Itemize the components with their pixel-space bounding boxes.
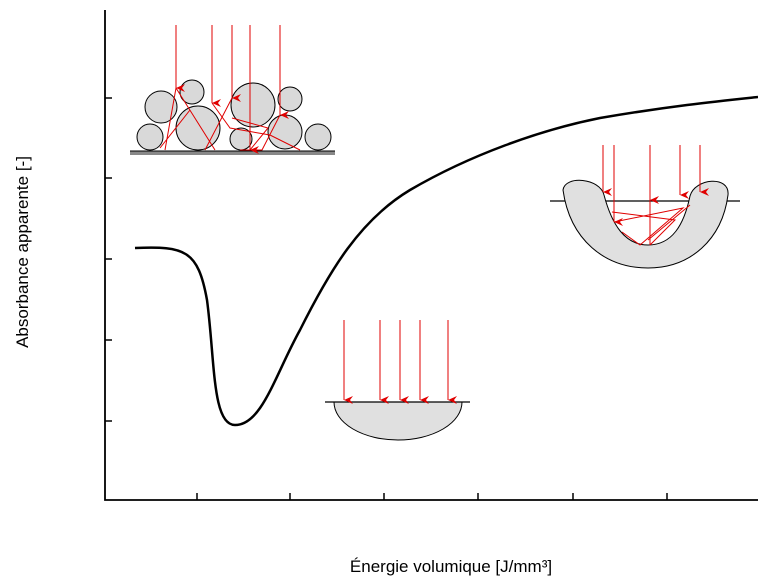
keyhole-inset <box>550 145 740 269</box>
absorbance-curve <box>134 95 758 427</box>
y-ticks <box>105 97 112 422</box>
x-ticks <box>196 493 668 500</box>
y-axis-label: Absorbance apparente [-] <box>13 156 32 348</box>
melt-pool-inset <box>325 320 470 441</box>
powder-bed-inset <box>130 25 335 155</box>
axes <box>104 10 758 501</box>
x-axis-label: Énergie volumique [J/mm³] <box>350 557 552 576</box>
axis-frame <box>104 10 758 501</box>
